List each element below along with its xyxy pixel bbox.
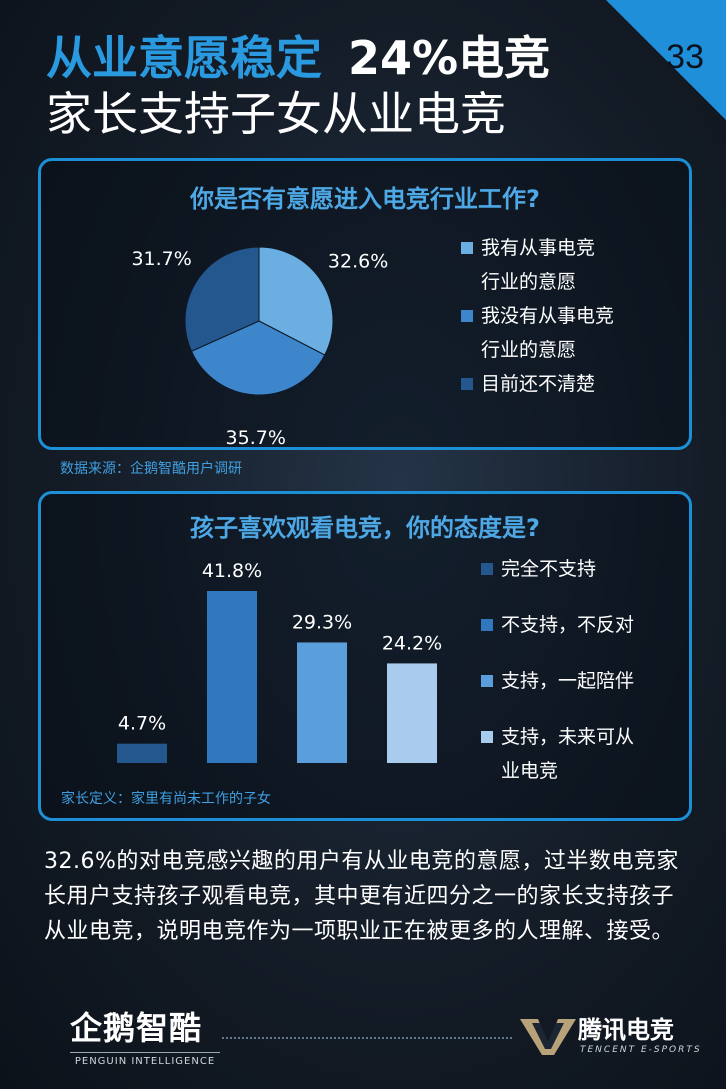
tencent-logo-text: 腾讯电竞 [578, 1016, 674, 1044]
corner-triangle [606, 0, 726, 120]
bar-value-label: 4.7% [118, 713, 166, 735]
bar [297, 642, 347, 763]
pie-value-label: 32.6% [328, 251, 388, 273]
page-subtitle: 家长支持子女从业电竞 [46, 87, 506, 141]
bar-legend: 完全不支持 不支持，不反对 支持，一起陪伴 支持，未来可从 业电竞 [481, 552, 651, 810]
bar-value-label: 24.2% [382, 632, 442, 654]
bar-legend-label: 支持，未来可从 业电竞 [501, 720, 651, 788]
v-logo-icon [520, 1019, 576, 1055]
bar-legend-item: 支持，一起陪伴 [481, 664, 651, 698]
bar-legend-label-line: 支持，一起陪伴 [501, 670, 635, 692]
pie-legend: 我有从事电竞 行业的意愿 我没有从事电竞 行业的意愿 目前还不清楚 [461, 231, 631, 401]
bar [207, 591, 257, 763]
bar-legend-swatch [481, 731, 493, 743]
pie-legend-swatch [461, 242, 473, 254]
definition-note: 家长定义：家里有尚未工作的子女 [61, 791, 271, 807]
pie-legend-label: 我没有从事电竞 行业的意愿 [481, 299, 631, 367]
tencent-logo-sub: TENCENT E-SPORTS [580, 1045, 702, 1055]
pie-slice [190, 320, 326, 396]
bar-legend-item: 完全不支持 [481, 552, 651, 586]
source-note: 数据来源：企鹅智酷用户调研 [60, 461, 242, 477]
pie-legend-swatch [461, 310, 473, 322]
page-title: 从业意愿稳定 24%电竞 [46, 30, 550, 86]
pie-legend-label-line: 我有从事电竞 [481, 237, 596, 259]
bar-legend-label-line: 不支持，不反对 [501, 614, 635, 636]
footer-divider [222, 1037, 512, 1039]
pie-value-label: 35.7% [226, 427, 286, 449]
bar-legend-item: 不支持，不反对 [481, 608, 651, 642]
bar-legend-label-line: 支持，未来可从 [501, 726, 635, 748]
pie-legend-item: 我有从事电竞 行业的意愿 [461, 231, 631, 299]
bar [117, 743, 167, 763]
pie-chart-title: 你是否有意愿进入电竞行业工作? [190, 185, 540, 213]
pie-legend-item: 我没有从事电竞 行业的意愿 [461, 299, 631, 367]
title-highlight: 从业意愿稳定 [46, 31, 322, 85]
bar-legend-label: 支持，一起陪伴 [501, 664, 651, 698]
pie-legend-label-line: 行业的意愿 [481, 339, 577, 361]
bar-value-label: 29.3% [292, 611, 352, 633]
bar-legend-swatch [481, 563, 493, 575]
pie-chart: 32.6% 35.7% 31.7% [131, 246, 388, 449]
pie-legend-swatch [461, 378, 473, 390]
bar-value-label: 41.8% [202, 560, 262, 582]
pie-legend-label-line: 目前还不清楚 [481, 373, 596, 395]
bar-chart: 4.7% 41.8% 29.3% 24.2% [117, 560, 442, 763]
pie-legend-label: 我有从事电竞 行业的意愿 [481, 231, 631, 299]
bar-legend-label-line: 业电竞 [501, 760, 559, 782]
penguin-logo-sub: PENGUIN INTELLIGENCE [70, 1052, 220, 1067]
penguin-intelligence-logo: 企鹅智酷 PENGUIN INTELLIGENCE [70, 1010, 220, 1067]
pie-legend-label-line: 我没有从事电竞 [481, 305, 615, 327]
pie-value-label: 31.7% [131, 248, 191, 270]
bar [387, 663, 437, 763]
pie-legend-item: 目前还不清楚 [461, 367, 631, 401]
pie-slice [184, 246, 260, 352]
title-rest: 24%电竞 [348, 31, 551, 85]
pie-slice [258, 246, 334, 356]
bar-legend-swatch [481, 619, 493, 631]
bar-legend-item: 支持，未来可从 业电竞 [481, 720, 651, 788]
bar-chart-panel: 孩子喜欢观看电竞，你的态度是? 4.7% 41.8% 29.3% 24.2% 完全不支… [38, 491, 692, 821]
bar-legend-label: 不支持，不反对 [501, 608, 651, 642]
tencent-esports-logo: 腾讯电竞 TENCENT E-SPORTS [520, 1015, 702, 1055]
bar-chart-title: 孩子喜欢观看电竞，你的态度是? [190, 514, 540, 542]
bar-legend-label: 完全不支持 [501, 552, 651, 586]
pie-legend-label-line: 行业的意愿 [481, 271, 577, 293]
pie-legend-label: 目前还不清楚 [481, 367, 631, 401]
bar-legend-label-line: 完全不支持 [501, 558, 597, 580]
description-text: 32.6%的对电竞感兴趣的用户有从业电竞的意愿，过半数电竞家长用户支持孩子观看电… [44, 849, 679, 944]
page-number: 33 [666, 38, 704, 76]
penguin-logo-text: 企鹅智酷 [70, 1009, 203, 1047]
bar-legend-swatch [481, 675, 493, 687]
pie-chart-panel: 你是否有意愿进入电竞行业工作? 32.6% 35.7% 31.7% 我有从事电竞 行业… [38, 158, 692, 450]
